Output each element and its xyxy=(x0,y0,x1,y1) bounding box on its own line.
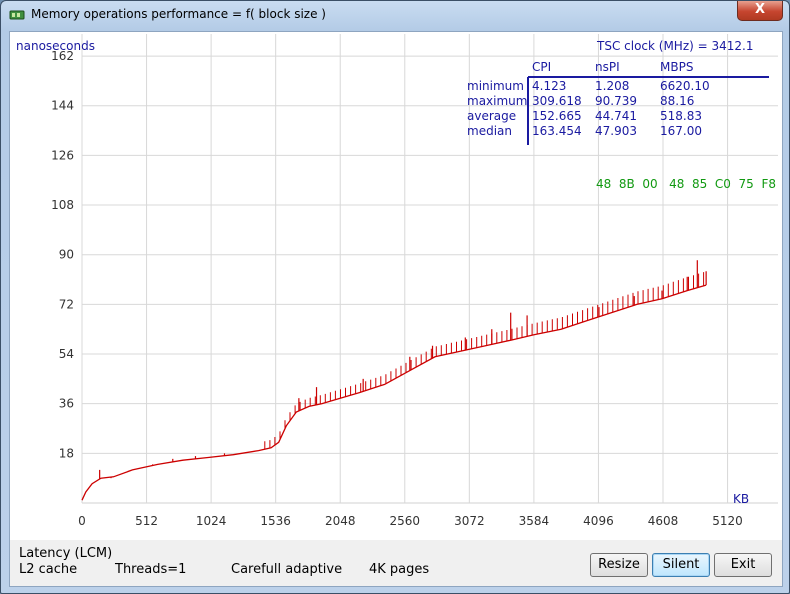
latency-chart: 0 512 1024 1536 2048 2560 3072 3584 4096 4608 5120… xyxy=(16,34,778,528)
y-tick-label: 144 xyxy=(51,99,74,113)
x-tick-label: 0 xyxy=(78,514,86,528)
x-tick-label: 1536 xyxy=(260,514,291,528)
stats-cell: 90.739 xyxy=(595,94,637,108)
status-page-size: 4K pages xyxy=(369,562,430,577)
stats-cell: 163.454 xyxy=(532,124,582,138)
y-tick-label: 72 xyxy=(59,297,74,311)
stats-col-nspi: nsPI xyxy=(595,60,620,74)
stats-table: CPI nsPI MBPS minimum 4.123 1.208 6620.1… xyxy=(467,60,710,138)
y-tick-label: 18 xyxy=(59,446,74,460)
y-axis-label: nanoseconds xyxy=(16,39,95,53)
x-axis-unit: KB xyxy=(733,492,749,506)
stats-row-label: maximum xyxy=(467,94,527,108)
client-area: 0 512 1024 1536 2048 2560 3072 3584 4096 4608 5120… xyxy=(9,31,783,587)
stats-cell: 88.16 xyxy=(660,94,694,108)
stats-cell: 167.00 xyxy=(660,124,702,138)
y-tick-label: 36 xyxy=(59,397,74,411)
x-tick-label: 2048 xyxy=(325,514,356,528)
status-threads: Threads=1 xyxy=(115,562,187,577)
chart-area: 0 512 1024 1536 2048 2560 3072 3584 4096 4608 5120… xyxy=(10,32,782,540)
stats-col-cpi: CPI xyxy=(532,60,551,74)
stats-cell: 4.123 xyxy=(532,79,566,93)
opcode-bytes: 48 8B 00 48 85 C0 75 F8 xyxy=(596,177,776,191)
stats-cell: 47.903 xyxy=(595,124,637,138)
title-bar[interactable]: Memory operations performance = f( block… xyxy=(1,1,789,29)
x-tick-label: 3584 xyxy=(519,514,550,528)
x-tick-label: 3072 xyxy=(454,514,485,528)
stats-row-label: average xyxy=(467,109,516,123)
y-tick-label: 162 xyxy=(51,49,74,63)
close-button[interactable]: X xyxy=(737,1,783,21)
silent-button[interactable]: Silent xyxy=(652,553,710,577)
y-tick-label: 54 xyxy=(59,347,74,361)
tsc-clock-readout: TSC clock (MHz) = 3412.1 xyxy=(596,39,754,53)
stats-cell: 152.665 xyxy=(532,109,582,123)
stats-col-mbps: MBPS xyxy=(660,60,693,74)
exit-button[interactable]: Exit xyxy=(714,553,772,577)
stats-cell: 518.83 xyxy=(660,109,702,123)
status-mode: Carefull adaptive xyxy=(231,562,343,577)
status-test-name: Latency (LCM) xyxy=(19,546,113,561)
stats-cell: 309.618 xyxy=(532,94,582,108)
stats-cell: 6620.10 xyxy=(660,79,710,93)
window-title: Memory operations performance = f( block… xyxy=(31,7,326,21)
y-tick-label: 108 xyxy=(51,198,74,212)
x-tick-label: 5120 xyxy=(712,514,743,528)
resize-button[interactable]: Resize xyxy=(590,553,648,577)
stats-row-label: median xyxy=(467,124,512,138)
stats-cell: 1.208 xyxy=(595,79,629,93)
x-tick-label: 4096 xyxy=(583,514,614,528)
latency-sawtooth xyxy=(264,272,705,450)
x-tick-label: 1024 xyxy=(196,514,227,528)
latency-series-line xyxy=(81,284,707,501)
x-tick-label: 2560 xyxy=(390,514,421,528)
status-cache-level: L2 cache xyxy=(19,562,78,577)
memory-chip-icon xyxy=(9,10,25,20)
y-tick-label: 90 xyxy=(59,248,74,262)
stats-cell: 44.741 xyxy=(595,109,637,123)
x-tick-label: 4608 xyxy=(648,514,679,528)
stats-row-label: minimum xyxy=(467,79,524,93)
y-tick-label: 126 xyxy=(51,148,74,162)
x-tick-label: 512 xyxy=(135,514,158,528)
